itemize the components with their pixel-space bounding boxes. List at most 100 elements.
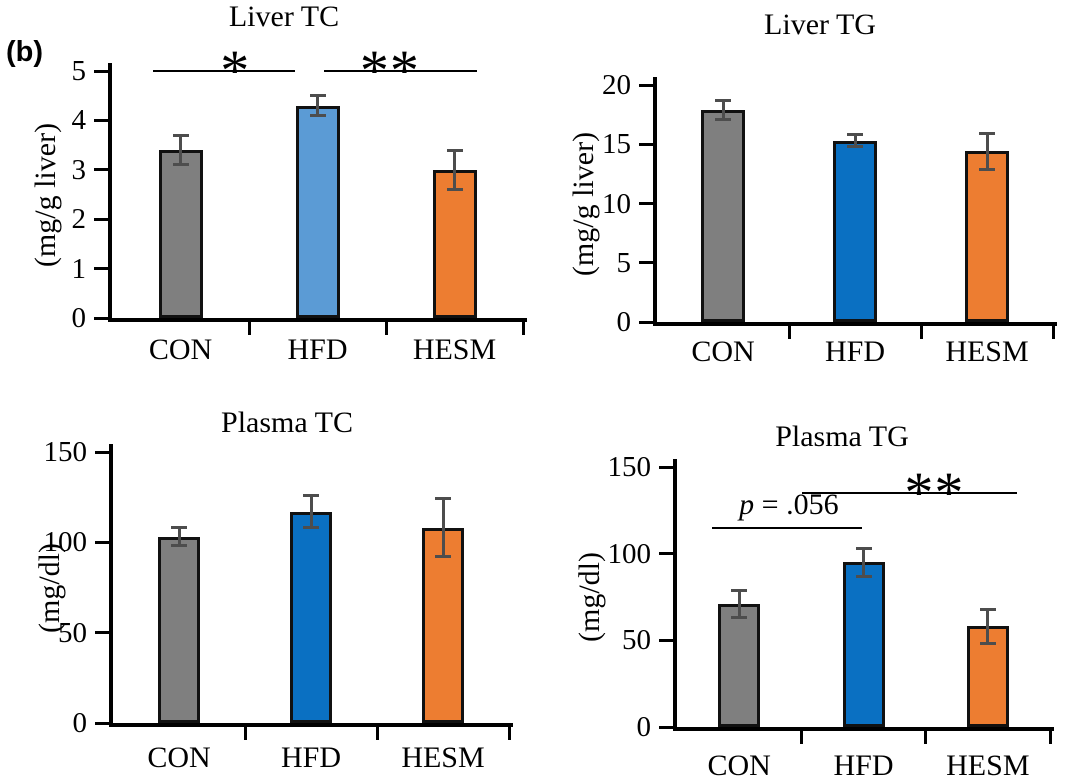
y-tick-label: 0 bbox=[616, 306, 632, 338]
x-tick bbox=[1048, 731, 1052, 744]
y-tick-label: 20 bbox=[602, 69, 631, 101]
y-tick bbox=[94, 217, 108, 221]
bar-hesm bbox=[422, 527, 464, 723]
error-bar-cap-bottom bbox=[855, 574, 872, 578]
y-tick-label: 0 bbox=[72, 707, 88, 739]
error-bar-cap-top bbox=[847, 133, 863, 137]
p-value-symbol: p bbox=[739, 487, 755, 521]
error-bar-line bbox=[309, 495, 313, 528]
category-label: HFD bbox=[833, 749, 894, 779]
error-bar-line bbox=[853, 134, 857, 147]
y-tick-label: 0 bbox=[636, 711, 652, 743]
x-axis bbox=[653, 322, 1057, 326]
y-tick bbox=[95, 631, 109, 635]
error-bar-cap-top bbox=[309, 94, 326, 98]
error-bar-cap-top bbox=[731, 588, 748, 592]
chart-title: Plasma TC bbox=[221, 406, 353, 439]
figure-label: (b) bbox=[6, 36, 44, 68]
category-label: HFD bbox=[824, 335, 885, 368]
x-tick bbox=[247, 322, 251, 335]
y-tick bbox=[95, 721, 109, 725]
error-bar-cap-top bbox=[979, 132, 995, 136]
y-tick-label: 3 bbox=[71, 153, 87, 186]
category-label: HESM bbox=[945, 335, 1029, 368]
error-bar-cap-top bbox=[855, 546, 872, 550]
y-tick bbox=[95, 540, 109, 544]
x-tick bbox=[1051, 326, 1055, 339]
y-tick bbox=[639, 320, 653, 324]
category-label: CON bbox=[147, 741, 211, 774]
y-tick-label: 50 bbox=[58, 616, 87, 649]
significance-label: ** bbox=[330, 42, 450, 100]
bar-con bbox=[718, 603, 761, 727]
error-bar-cap-bottom bbox=[731, 616, 748, 620]
bar-hfd bbox=[295, 105, 340, 318]
y-tick-label: 1 bbox=[71, 252, 87, 285]
significance-line bbox=[153, 70, 295, 72]
bar-con bbox=[158, 536, 200, 723]
bar-hesm bbox=[965, 151, 1009, 322]
y-tick bbox=[94, 118, 108, 122]
y-tick-label: 15 bbox=[602, 128, 631, 161]
error-bar-line bbox=[177, 527, 181, 546]
y-axis bbox=[108, 63, 112, 322]
x-tick bbox=[243, 727, 247, 740]
category-label: HESM bbox=[401, 741, 485, 774]
x-tick bbox=[924, 731, 928, 744]
y-tick bbox=[639, 261, 653, 265]
error-bar-cap-bottom bbox=[172, 163, 189, 167]
y-tick bbox=[639, 142, 653, 146]
significance-line bbox=[801, 492, 1017, 494]
significance-stars: ** bbox=[904, 460, 965, 525]
bar-hfd bbox=[290, 511, 332, 723]
y-tick bbox=[659, 638, 673, 642]
category-label: CON bbox=[148, 333, 213, 366]
bar-con bbox=[158, 150, 203, 318]
significance-label: p = .056 bbox=[699, 488, 879, 522]
error-bar-line bbox=[179, 135, 182, 165]
y-tick-label: 100 bbox=[43, 526, 88, 559]
chart-title: Liver TG bbox=[764, 8, 876, 41]
chart-plasma-tg: Plasma TG (mg/dl) 0 50 100 150 CON HFD HESM p = .… bbox=[540, 390, 1080, 779]
y-tick bbox=[94, 168, 108, 172]
y-tick-label: 0 bbox=[71, 302, 87, 334]
category-label: HFD bbox=[280, 741, 341, 774]
x-axis bbox=[108, 318, 527, 322]
x-tick bbox=[507, 727, 511, 740]
y-tick-label: 10 bbox=[602, 187, 631, 220]
chart-plasma-tc: Plasma TC (mg/dl) 0 50 100 150 CON HFD HESM bbox=[0, 390, 540, 779]
y-tick bbox=[659, 465, 673, 469]
x-tick bbox=[375, 727, 379, 740]
y-tick-label: 150 bbox=[607, 451, 652, 483]
bar-hfd bbox=[833, 140, 877, 322]
y-tick-label: 150 bbox=[43, 436, 88, 468]
error-bar-cap-bottom bbox=[979, 167, 995, 171]
y-tick-label: 50 bbox=[622, 624, 651, 657]
x-tick bbox=[521, 322, 525, 335]
error-bar-line bbox=[986, 609, 990, 644]
chart-title: Liver TC bbox=[228, 0, 340, 33]
y-axis-label: (mg/g liver) bbox=[29, 122, 62, 267]
y-tick bbox=[94, 69, 108, 73]
error-bar-cap-top bbox=[171, 526, 187, 530]
category-label: HFD bbox=[287, 333, 348, 366]
error-bar-line bbox=[721, 100, 725, 120]
x-tick bbox=[787, 326, 791, 339]
error-bar-cap-bottom bbox=[715, 117, 731, 121]
y-tick bbox=[659, 725, 673, 729]
significance-line bbox=[324, 70, 477, 72]
significance-stars: ** bbox=[359, 38, 420, 103]
error-bar-line bbox=[453, 150, 456, 190]
error-bar-cap-bottom bbox=[435, 555, 451, 559]
y-tick bbox=[639, 83, 653, 87]
y-tick-label: 2 bbox=[71, 203, 87, 236]
error-bar-line bbox=[985, 133, 989, 170]
category-label: HESM bbox=[946, 749, 1030, 779]
y-axis bbox=[109, 444, 113, 727]
y-tick bbox=[94, 316, 108, 320]
bar-hfd bbox=[842, 562, 885, 727]
x-tick bbox=[384, 322, 388, 335]
error-bar-line bbox=[316, 95, 319, 116]
error-bar-cap-top bbox=[715, 98, 731, 102]
